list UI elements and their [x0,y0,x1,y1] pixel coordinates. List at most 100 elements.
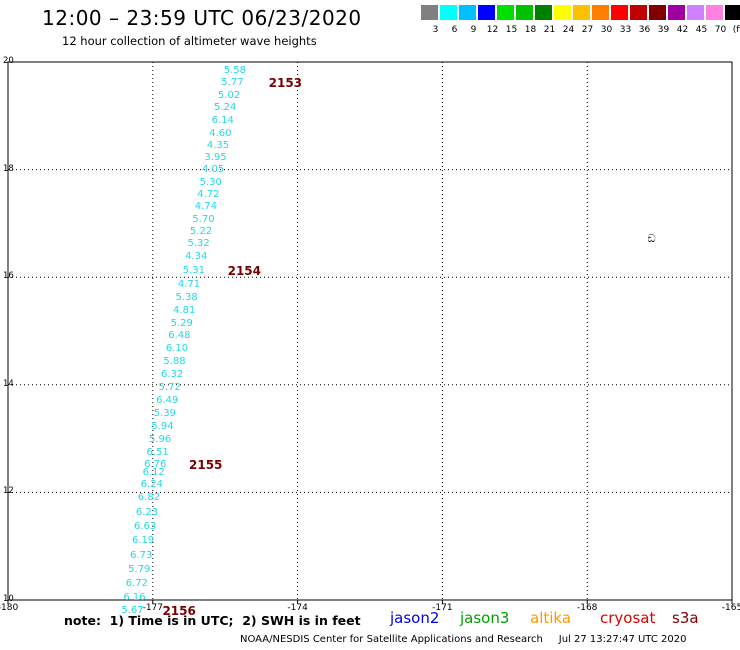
legend-label: 3 [432,25,439,35]
swh-value: 5.96 [148,433,172,445]
legend-label: 24 [562,25,575,35]
swh-value: 6.23 [135,506,159,518]
legend-swatch [440,5,457,20]
lat-tick-label: 18 [3,163,14,174]
legend-label: 30 [600,25,613,35]
legend-label: 33 [619,25,632,35]
island-outline-icon: ඩ [647,231,656,245]
satellite-cryosat: cryosat [600,609,656,627]
legend-swatch [668,5,685,20]
swh-value: 3.95 [204,151,227,163]
lon-tick-label: -171 [432,603,453,613]
legend-label: 27 [581,25,594,35]
swh-value: 5.30 [199,176,222,188]
legend-label: 21 [543,25,556,35]
legend-swatch [649,5,666,20]
legend-swatch [554,5,571,20]
swh-value: 6.72 [125,578,148,590]
legend-swatch [706,5,723,20]
swh-value: 6.14 [211,115,234,127]
legend-swatch [592,5,609,20]
swh-value: 5.38 [175,291,198,303]
plot-frame [7,61,733,601]
legend-swatch [687,5,704,20]
tick-marks [7,600,733,604]
legend-label: 15 [505,25,518,35]
swh-value: 6.48 [168,330,191,342]
swh-value: 4.60 [209,127,232,139]
legend-swatch [478,5,495,20]
swh-value: 5.29 [170,317,193,329]
grid-lines [8,62,732,600]
legend-label: 12 [486,25,499,35]
lat-tick-label: 16 [3,271,14,282]
pass-number-label: 2156 [162,603,196,618]
swh-value: 6.16 [123,591,146,603]
legend-swatch [421,5,438,20]
legend-swatch [459,5,476,20]
footer-credit: NOAA/NESDIS Center for Satellite Applica… [240,634,687,645]
legend-label: 9 [470,25,477,35]
swh-value: 5.32 [187,238,210,250]
swh-value: 5.77 [221,76,244,88]
legend-label: 6 [451,25,458,35]
swh-value: 6.24 [140,478,163,490]
lat-tick-label: 10 [3,594,14,604]
lon-tick-label: -174 [287,603,308,613]
legend-swatch [516,5,533,20]
lon-tick-label: -180 [0,603,19,613]
legend-swatch [630,5,647,20]
swh-value: 5.70 [192,213,215,225]
legend-label: (ft) [732,25,740,35]
legend-label: 70 [714,25,727,35]
lat-tick-label: 20 [3,56,14,66]
swh-value: 4.81 [173,304,196,316]
lat-tick-label: 14 [3,378,14,389]
pass-number-label: 2155 [189,457,223,472]
swh-value: 4.74 [194,201,218,213]
satellite-s3a: s3a [672,609,699,627]
swh-value: 4.35 [206,140,230,151]
swh-value: 5.39 [153,407,176,419]
legend-swatch [725,5,740,20]
map-subtitle: 12 hour collection of altimeter wave hei… [62,34,317,48]
swh-value: 6.76 [144,458,167,470]
swh-value: 5.67 [121,604,144,616]
swh-value: 5.22 [189,226,213,238]
swh-value: 6.82 [137,492,161,504]
swh-value: 4.05 [201,164,225,176]
swh-value: 5.24 [214,102,237,114]
swh-value: 4.34 [185,251,208,263]
pass-number-label: 2154 [227,263,262,278]
swh-value: 6.49 [156,395,179,407]
satellite-jason3: jason3 [460,609,510,627]
lon-tick-label: -168 [576,603,598,613]
map-title: 12:00 – 23:59 UTC 06/23/2020 [42,6,362,30]
legend-label: 18 [524,25,537,35]
footer-note: note: 1) Time is in UTC; 2) SWH is in fe… [64,613,361,628]
swh-value: 5.94 [151,420,174,432]
legend-swatch [573,5,590,20]
legend-label: 36 [638,25,651,35]
legend-swatch [611,5,628,20]
lon-tick-label: -165 [721,603,740,613]
swh-value: 5.72 [158,382,181,394]
swh-value: 5.79 [128,564,151,576]
legend-label: 39 [657,25,670,35]
lon-tick-label: -177 [142,603,164,613]
swh-value: 6.12 [142,466,165,478]
satellite-jason2: jason2 [390,609,440,627]
legend-label: 45 [695,25,708,35]
swh-value: 5.31 [182,264,205,276]
swh-value: 5.02 [217,89,241,101]
swh-value: 6.19 [132,535,155,547]
satellite-altika: altika [530,609,572,627]
legend-swatch [535,5,552,20]
swh-value: 4.72 [197,188,220,200]
pass-number-label: 2153 [268,75,303,90]
swh-value: 5.88 [163,356,186,368]
swh-value: 6.73 [130,549,153,561]
swh-value: 4.71 [177,278,201,290]
swh-value: 6.63 [133,521,157,533]
